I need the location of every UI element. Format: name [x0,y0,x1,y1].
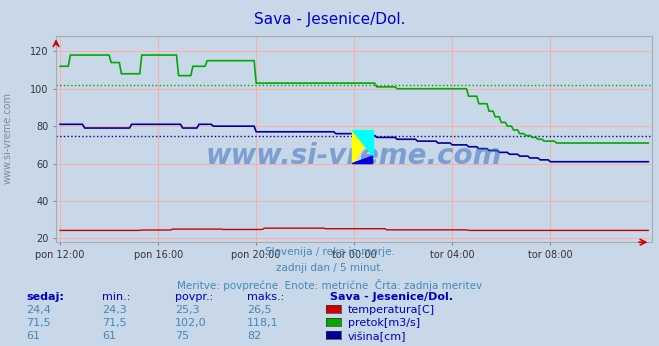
Text: 118,1: 118,1 [247,318,279,328]
Text: min.:: min.: [102,292,130,302]
Text: 61: 61 [102,331,116,342]
Text: 71,5: 71,5 [26,318,51,328]
Text: 26,5: 26,5 [247,305,272,315]
Text: www.si-vreme.com: www.si-vreme.com [206,142,502,170]
Text: temperatura[C]: temperatura[C] [348,305,435,315]
Text: 71,5: 71,5 [102,318,127,328]
Text: sedaj:: sedaj: [26,292,64,302]
Polygon shape [352,130,372,164]
Text: Slovenija / reke in morje.: Slovenija / reke in morje. [264,247,395,257]
Text: pretok[m3/s]: pretok[m3/s] [348,318,420,328]
Text: maks.:: maks.: [247,292,285,302]
Text: povpr.:: povpr.: [175,292,213,302]
Text: višina[cm]: višina[cm] [348,331,407,342]
Text: 61: 61 [26,331,40,342]
Polygon shape [352,156,372,164]
Text: 24,4: 24,4 [26,305,51,315]
Text: Meritve: povprečne  Enote: metrične  Črta: zadnja meritev: Meritve: povprečne Enote: metrične Črta:… [177,279,482,291]
Text: 24,3: 24,3 [102,305,127,315]
Text: www.si-vreme.com: www.si-vreme.com [3,92,13,184]
Text: 75: 75 [175,331,188,342]
Text: 82: 82 [247,331,262,342]
Text: zadnji dan / 5 minut.: zadnji dan / 5 minut. [275,263,384,273]
Text: Sava - Jesenice/Dol.: Sava - Jesenice/Dol. [254,12,405,27]
Text: Sava - Jesenice/Dol.: Sava - Jesenice/Dol. [330,292,453,302]
Text: 102,0: 102,0 [175,318,206,328]
Text: 25,3: 25,3 [175,305,199,315]
Polygon shape [352,130,372,156]
